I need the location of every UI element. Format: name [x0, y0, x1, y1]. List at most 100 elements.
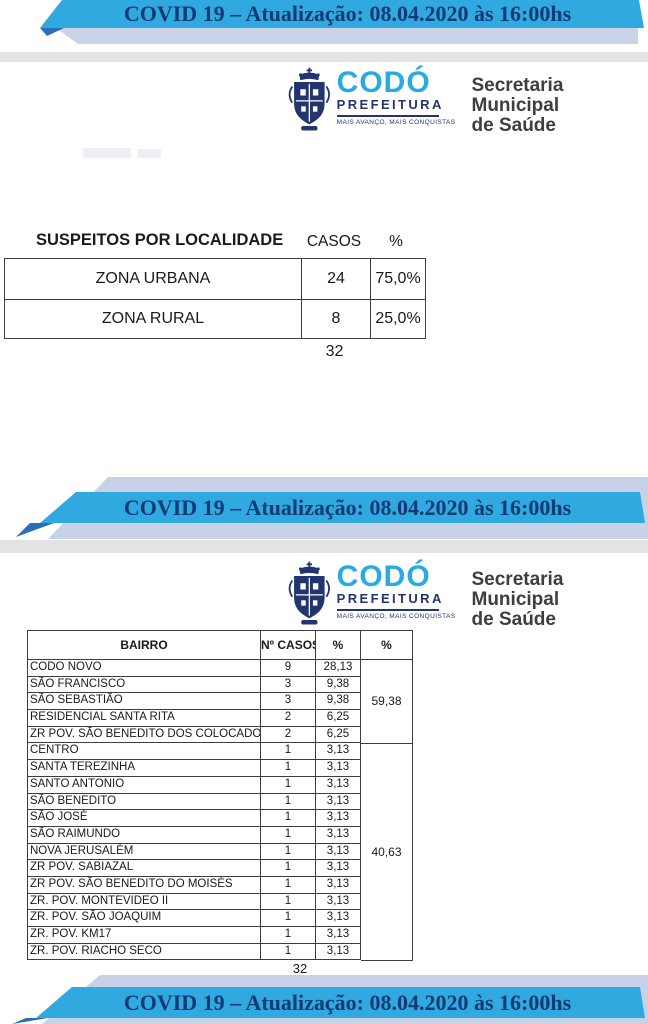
- table-row: SÃO FRANCISCO 3 9,38: [28, 676, 361, 694]
- cases-cell: 1: [261, 893, 316, 911]
- pct-cell: 3,13: [316, 860, 361, 877]
- logo-tagline: MAIS AVANÇO, MAIS CONQUISTAS: [336, 119, 456, 126]
- pct-cell: 3,13: [316, 810, 361, 827]
- ribbon-band-shape: [56, 28, 638, 44]
- ribbon-fold-shape: [40, 28, 64, 36]
- ribbon-shape: [40, 492, 645, 523]
- logo-city-name: CODÓ: [336, 560, 431, 593]
- department-line1: Secretaria Municipal: [471, 75, 564, 116]
- ribbon-fold-shape: [16, 523, 54, 537]
- table-row: SÃO RAIMUNDO 1 3,13: [28, 826, 361, 844]
- department-title: Secretaria Municipal de Saúde: [472, 570, 645, 630]
- banner-ribbon-top: COVID 19 – Atualização: 08.04.2020 às 16…: [0, 0, 648, 46]
- pct-cell: 6,25: [316, 726, 361, 744]
- cases-cell: 3: [261, 676, 316, 694]
- table-row: CODO NOVO 9 28,13: [28, 660, 361, 677]
- logo-text: CODÓ PREFEITURA MAIS AVANÇO, MAIS CONQUI…: [336, 66, 456, 126]
- print-artifact: [137, 149, 161, 158]
- pct-cell: 3,13: [316, 776, 361, 794]
- cases-cell: 1: [261, 760, 316, 777]
- logo-header: CODÓ PREFEITURA MAIS AVANÇO, MAIS CONQUI…: [286, 558, 644, 630]
- separator-strip: [0, 52, 648, 62]
- group-pct-column: % 59,38 40,63: [361, 630, 413, 961]
- logo-header: CODÓ PREFEITURA MAIS AVANÇO, MAIS CONQUI…: [286, 64, 644, 136]
- ribbon-shape: [40, 0, 644, 28]
- logo-org-name: PREFEITURA: [336, 97, 444, 112]
- bairro-table: BAIRRO Nº CASOS % CODO NOVO 9 28,13 SÃO …: [27, 630, 413, 961]
- bairro-name-cell: CODO NOVO: [28, 660, 261, 677]
- pct-cell: 3,13: [316, 927, 361, 944]
- bairro-name-cell: SÃO JOSÉ: [28, 810, 261, 827]
- cases-cell: 1: [261, 843, 316, 861]
- table-row: SANTO ANTONIO 1 3,13: [28, 776, 361, 794]
- table-row: SANTA TEREZINHA 1 3,13: [28, 760, 361, 777]
- ribbon-graphic: [40, 0, 644, 44]
- zone-cases-cell: 8: [301, 298, 370, 338]
- cases-cell: 1: [261, 910, 316, 927]
- cases-cell: 1: [261, 860, 316, 877]
- bairro-rows: CODO NOVO 9 28,13 SÃO FRANCISCO 3 9,38 S…: [28, 660, 361, 961]
- pct-cell: 3,13: [316, 793, 361, 811]
- pct-cell: 6,25: [316, 710, 361, 727]
- cases-cell: 1: [261, 776, 316, 794]
- pct-cell: 3,13: [316, 843, 361, 861]
- pct-cell: 28,13: [316, 660, 361, 677]
- table-row: SÃO SEBASTIÃO 3 9,38: [28, 693, 361, 711]
- table-row: NOVA JERUSALÉM 1 3,13: [28, 843, 361, 861]
- bairro-name-cell: ZR. POV. MONTEVIDEO II: [28, 893, 261, 911]
- logo-city-name: CODÓ: [336, 66, 431, 99]
- bairro-name-cell: SANTA TEREZINHA: [28, 760, 261, 777]
- table-row: ZR. POV. KM17 1 3,13: [28, 927, 361, 944]
- print-artifact: [83, 148, 131, 158]
- pct-cell: 9,38: [316, 693, 361, 711]
- column-header-pct: %: [389, 233, 403, 250]
- banner-title: COVID 19 – Atualização: 08.04.2020 às 16…: [123, 1, 572, 26]
- table-row: ZR. POV. RIACHO SECO 1 3,13: [28, 943, 361, 961]
- banner-ribbon-bottom: COVID 19 – Atualização: 08.04.2020 às 16…: [0, 975, 648, 1024]
- bairro-name-cell: SÃO FRANCISCO: [28, 676, 261, 694]
- column-header-ncasos: Nº CASOS: [261, 631, 316, 660]
- logo-text: CODÓ PREFEITURA MAIS AVANÇO, MAIS CONQUI…: [336, 560, 456, 620]
- department-line1: Secretaria Municipal: [471, 569, 564, 610]
- city-crest-icon: [288, 67, 330, 131]
- bairro-name-cell: NOVA JERUSALÉM: [28, 843, 261, 861]
- bairro-total: 32: [292, 961, 308, 976]
- group-pct-cell-top: 59,38: [361, 660, 413, 744]
- bairro-name-cell: SÃO RAIMUNDO: [28, 826, 261, 844]
- logo-divider: [336, 115, 439, 117]
- cases-cell: 2: [261, 710, 316, 727]
- zone-label-cell: ZONA URBANA: [95, 269, 211, 287]
- column-header-bairro: BAIRRO: [28, 631, 261, 660]
- table-row: ZR POV. SÃO BENEDITO DOS COLOCADOS 2 6,2…: [28, 726, 361, 744]
- ribbon-graphic: [12, 975, 648, 1024]
- zone-pct-cell: 75,0%: [370, 259, 425, 299]
- table-row: SÃO JOSÉ 1 3,13: [28, 810, 361, 827]
- bairro-name-cell: SÃO SEBASTIÃO: [28, 693, 261, 711]
- ribbon-fold-shape: [12, 1018, 48, 1024]
- table-row: ZR POV. SABIAZAL 1 3,13: [28, 860, 361, 877]
- table-row: ZR. POV. SÃO JOAQUIM 1 3,13: [28, 910, 361, 927]
- suspects-total: 32: [325, 343, 344, 360]
- logo-org-name: PREFEITURA: [336, 591, 444, 606]
- zone-cases-cell: 24: [301, 259, 370, 299]
- banner-title: COVID 19 – Atualização: 08.04.2020 às 16…: [123, 990, 572, 1015]
- suspects-table: ZONA URBANA 24 75,0% ZONA RURAL 8 25,0%: [4, 258, 426, 339]
- pct-cell: 3,13: [316, 826, 361, 844]
- bairro-name-cell: RESIDENCIAL SANTA RITA: [28, 710, 261, 727]
- table-row: ZR. POV. MONTEVIDEO II 1 3,13: [28, 893, 361, 911]
- cases-cell: 1: [261, 927, 316, 944]
- column-header-casos: CASOS: [306, 233, 362, 250]
- separator-strip: [0, 540, 648, 553]
- bairro-name-cell: ZR POV. SABIAZAL: [28, 860, 261, 877]
- column-header-group-pct: %: [361, 631, 413, 660]
- cases-cell: 1: [261, 876, 316, 894]
- table-row: ZR POV. SÃO BENEDITO DO MOISÉS 1 3,13: [28, 876, 361, 894]
- cases-cell: 1: [261, 943, 316, 961]
- table-row: CENTRO 1 3,13: [28, 743, 361, 761]
- group-pct-cell-bottom: 40,63: [361, 743, 413, 961]
- ribbon-shape: [36, 987, 645, 1018]
- logo-divider: [336, 609, 439, 611]
- bairro-table-header: BAIRRO Nº CASOS %: [28, 631, 361, 660]
- banner-ribbon-middle: COVID 19 – Atualização: 08.04.2020 às 16…: [0, 477, 648, 541]
